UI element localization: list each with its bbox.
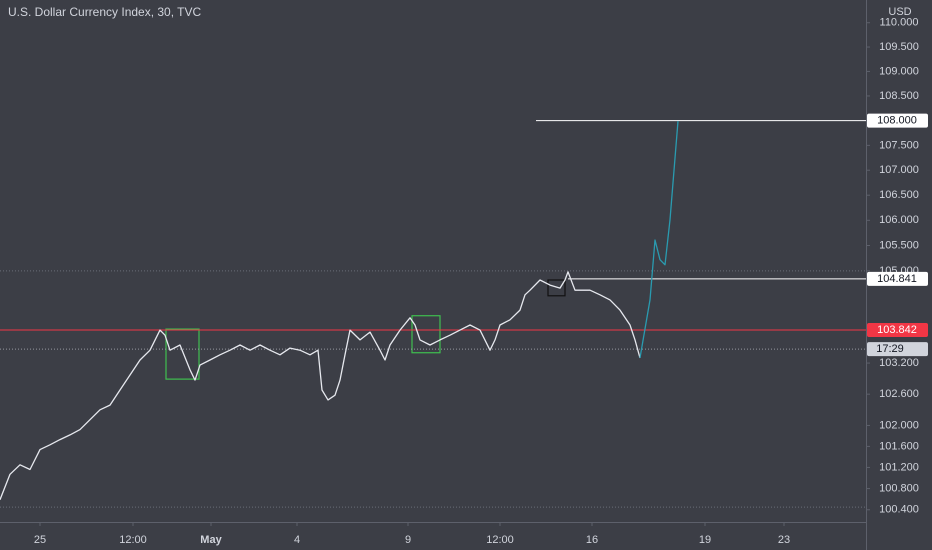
x-tick-label: 23 — [778, 534, 790, 546]
y-tick-label: 109.500 — [879, 41, 919, 53]
box — [547, 279, 566, 297]
y-tick-label: 102.600 — [879, 388, 919, 400]
x-tick-label: 12:00 — [119, 534, 147, 546]
x-tick-label: 16 — [586, 534, 598, 546]
x-tick-label: 19 — [699, 534, 711, 546]
countdown-bg — [867, 342, 928, 357]
x-tick-label: 25 — [34, 534, 46, 546]
y-tick-label: 108.500 — [879, 90, 919, 102]
price-line — [639, 121, 679, 359]
y-tick-label: 106.000 — [879, 214, 919, 226]
y-tick-label: 101.600 — [879, 440, 919, 452]
y-tick-label: 105.500 — [879, 239, 919, 251]
price-label: 108.000 — [877, 115, 917, 127]
price-label-bg — [867, 322, 928, 337]
price-line — [0, 271, 641, 500]
axis-unit: USD — [888, 6, 911, 18]
y-tick-label: 101.200 — [879, 461, 919, 473]
y-tick-label: 106.500 — [879, 189, 919, 201]
y-tick-label: 103.200 — [879, 357, 919, 369]
x-tick-label: 9 — [405, 534, 411, 546]
box — [411, 315, 441, 354]
countdown-label: 17:29 — [876, 343, 904, 355]
chart-title: U.S. Dollar Currency Index, 30, TVC — [8, 5, 202, 19]
y-tick-label: 110.000 — [880, 17, 919, 29]
y-tick-label: 100.800 — [879, 482, 919, 494]
x-tick-label: 12:00 — [486, 534, 514, 546]
y-tick-label: 100.400 — [879, 504, 919, 516]
price-label: 103.842 — [877, 324, 917, 336]
y-tick-label: 107.000 — [879, 164, 919, 176]
price-label-bg — [867, 271, 928, 286]
y-tick-label: 109.000 — [879, 65, 919, 77]
x-tick-label: May — [200, 534, 222, 546]
price-label: 104.841 — [877, 273, 917, 285]
x-tick-label: 4 — [294, 534, 300, 546]
y-tick-label: 102.000 — [879, 419, 919, 431]
y-tick-label: 107.500 — [879, 139, 919, 151]
box — [165, 328, 200, 380]
price-label-bg — [867, 113, 928, 128]
